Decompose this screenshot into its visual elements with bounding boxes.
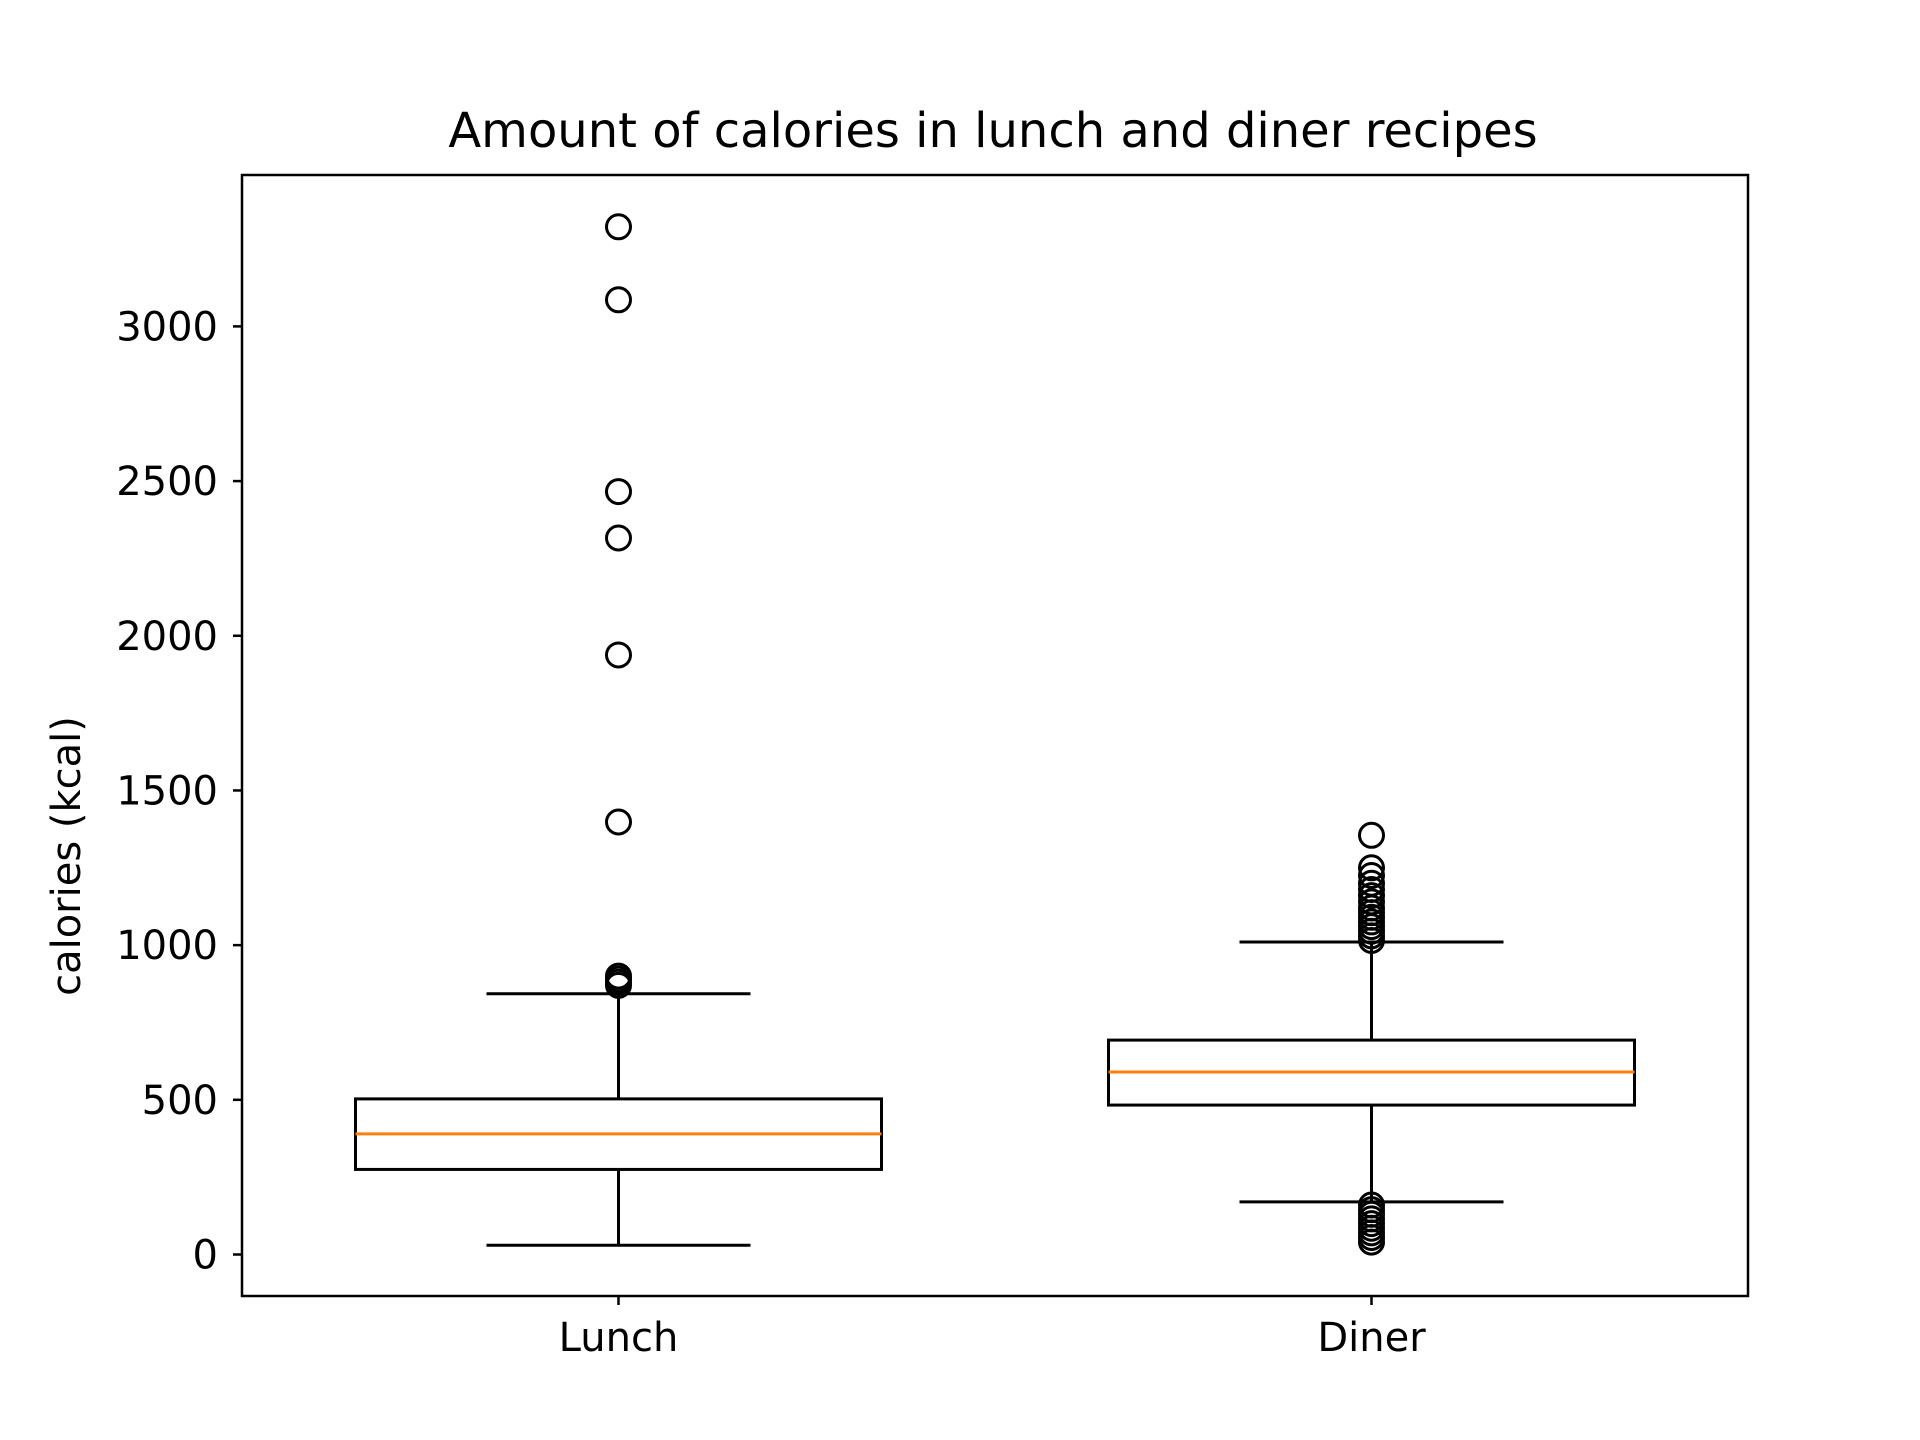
outlier-point	[605, 962, 632, 990]
y-tick-label: 3000	[116, 304, 218, 350]
y-axis-label: calories (kcal)	[44, 716, 90, 996]
outlier-point	[605, 286, 632, 314]
box-group	[354, 213, 883, 1247]
y-tick-label: 2500	[116, 459, 218, 505]
y-tick-label: 0	[193, 1233, 218, 1279]
outlier-point	[1358, 882, 1385, 910]
outlier-point	[1358, 869, 1385, 897]
y-tick-label: 2000	[116, 614, 218, 660]
outlier-point	[1358, 888, 1385, 916]
plot-frame	[240, 173, 1750, 1298]
plot-area	[354, 213, 1636, 1256]
x-tick-label: Diner	[1317, 1315, 1426, 1361]
outlier-point	[1358, 1191, 1385, 1219]
outlier-point	[605, 641, 632, 669]
y-tick-label: 500	[142, 1078, 218, 1124]
outlier-point	[1358, 875, 1385, 903]
y-axis: 0 500 1000 1500 2000 2500 3000	[116, 304, 242, 1279]
x-tick-label: Lunch	[559, 1315, 679, 1361]
chart-title: Amount of calories in lunch and diner re…	[448, 103, 1537, 159]
outlier-point	[605, 213, 632, 241]
y-tick-label: 1000	[116, 923, 218, 969]
outlier-point	[1358, 854, 1385, 882]
outlier-point	[605, 524, 632, 552]
y-tick-label: 1500	[116, 768, 218, 814]
outlier-point	[605, 808, 632, 836]
box-group	[1107, 821, 1636, 1256]
outlier-point	[1358, 821, 1385, 849]
outlier-point	[1358, 862, 1385, 890]
outlier-point	[605, 478, 632, 506]
x-axis: Lunch Diner	[559, 1296, 1426, 1361]
